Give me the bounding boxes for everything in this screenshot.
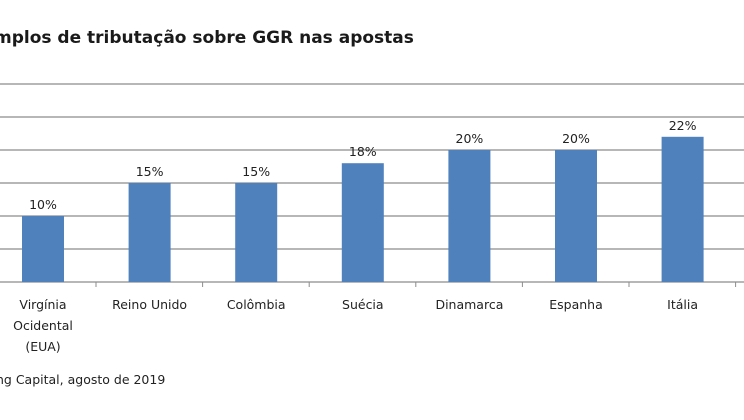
bar (128, 183, 171, 282)
chart-title: mplos de tributação sobre GGR nas aposta… (0, 28, 414, 48)
data-label: 20% (562, 131, 590, 146)
bar (661, 136, 704, 282)
category-label: Virgínia (19, 297, 66, 312)
data-label: 15% (242, 164, 270, 179)
category-label: Dinamarca (435, 297, 503, 312)
data-label: 10% (29, 197, 57, 212)
bar (341, 163, 384, 282)
data-label: 20% (456, 131, 484, 146)
category-label: (EUA) (25, 339, 60, 354)
data-label: 15% (136, 164, 164, 179)
data-label: 22% (669, 118, 697, 133)
category-label: Colômbia (227, 297, 286, 312)
data-label: 18% (349, 144, 377, 159)
bar (22, 216, 64, 282)
category-label: Suécia (342, 297, 384, 312)
chart-source: ng Capital, agosto de 2019 (0, 372, 166, 387)
category-label: Espanha (549, 297, 603, 312)
bar (448, 150, 491, 282)
bar (235, 183, 278, 282)
category-label: Itália (667, 297, 698, 312)
category-label: Reino Unido (112, 297, 187, 312)
category-label: Ocidental (13, 318, 73, 333)
bar (555, 150, 597, 282)
